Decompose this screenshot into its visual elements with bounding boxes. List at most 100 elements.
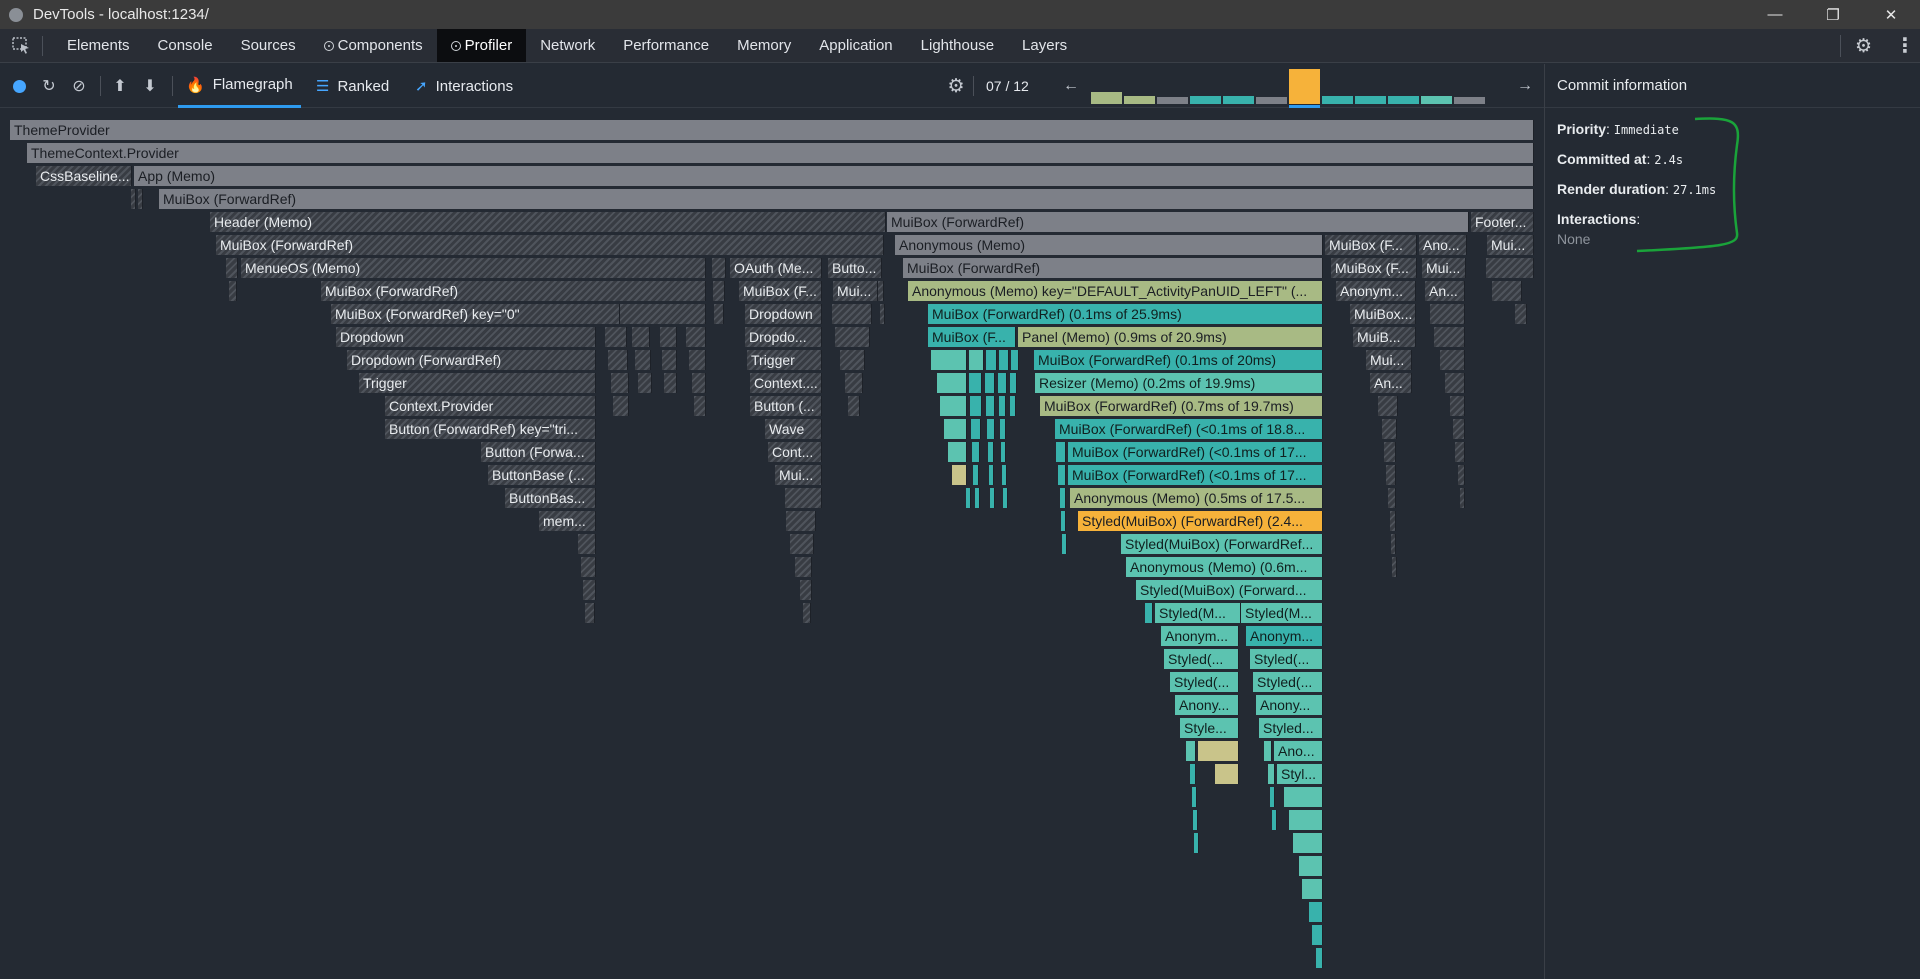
commit-bar[interactable] <box>1421 96 1452 104</box>
flame-node[interactable]: Mui... <box>1422 258 1466 278</box>
tab-components[interactable]: Components <box>310 29 437 62</box>
commit-bar[interactable] <box>1355 96 1386 104</box>
kebab-icon[interactable]: ⋮ <box>1895 35 1915 57</box>
flame-node[interactable]: MuiBox (ForwardRef) <box>321 281 706 301</box>
flame-node[interactable] <box>969 350 984 370</box>
flame-node[interactable] <box>1198 741 1239 761</box>
flame-node[interactable] <box>998 373 1007 393</box>
tab-performance[interactable]: Performance <box>623 37 710 54</box>
flame-node[interactable] <box>1284 787 1323 807</box>
flame-node[interactable]: Style... <box>1180 718 1239 738</box>
flame-node[interactable] <box>1056 442 1066 462</box>
flame-node[interactable]: MuiBox (ForwardRef) (<0.1ms of 18.8... <box>1055 419 1323 439</box>
flame-node[interactable]: ButtonBas... <box>505 488 596 508</box>
flame-node[interactable]: Mui... <box>775 465 822 485</box>
flame-node[interactable] <box>664 373 677 393</box>
flame-node[interactable]: MuiBox (F... <box>739 281 822 301</box>
flame-node[interactable] <box>1193 810 1198 830</box>
gear-icon[interactable]: ⚙ <box>1855 36 1873 57</box>
flame-node[interactable]: CssBaseline... <box>36 166 132 186</box>
flame-node[interactable] <box>1062 534 1067 554</box>
flame-node[interactable] <box>608 350 628 370</box>
flame-node[interactable]: Dropdown (ForwardRef) <box>347 350 596 370</box>
flame-node[interactable]: Context.... <box>750 373 822 393</box>
flame-node[interactable] <box>1382 419 1397 439</box>
flame-node[interactable]: Mui... <box>1487 235 1534 255</box>
flame-node[interactable] <box>971 419 981 439</box>
flame-node[interactable] <box>1316 948 1323 968</box>
flame-node[interactable] <box>835 327 870 347</box>
flame-node[interactable] <box>1289 810 1323 830</box>
flame-node[interactable] <box>686 327 706 347</box>
flame-node[interactable] <box>1445 373 1465 393</box>
flame-node[interactable]: Styled(M... <box>1155 603 1241 623</box>
flame-node[interactable] <box>1430 304 1465 324</box>
commit-bar[interactable] <box>1091 92 1122 104</box>
flame-node[interactable]: Ano... <box>1419 235 1467 255</box>
flame-node[interactable] <box>972 442 980 462</box>
flame-node[interactable]: MuiBox (ForwardRef) (0.1ms of 20ms) <box>1034 350 1323 370</box>
flame-node[interactable] <box>845 373 863 393</box>
flame-node[interactable]: MuiBox (ForwardRef) (0.7ms of 19.7ms) <box>1040 396 1323 416</box>
flame-node[interactable]: Styled(M... <box>1241 603 1323 623</box>
flame-node[interactable] <box>1386 465 1396 485</box>
next-arrow-icon[interactable]: → <box>1517 77 1533 94</box>
flame-node[interactable] <box>600 304 620 324</box>
flame-node[interactable]: Header (Memo) <box>210 212 886 232</box>
tab-ranked[interactable]: ☰ Ranked <box>316 64 389 108</box>
flame-node[interactable] <box>986 396 995 416</box>
flame-node[interactable]: Dropdo... <box>745 327 822 347</box>
flame-node[interactable] <box>1388 488 1396 508</box>
flame-node[interactable]: Button (Forwa... <box>481 442 596 462</box>
flame-node[interactable] <box>131 189 136 209</box>
reload-icon[interactable]: ↻ <box>42 78 56 95</box>
flame-node[interactable] <box>638 373 652 393</box>
save-icon[interactable]: ⬇ <box>143 78 157 95</box>
flame-node[interactable]: MuiBox (ForwardRef) <box>159 189 1534 209</box>
flame-node[interactable] <box>1011 350 1019 370</box>
flame-node[interactable] <box>632 327 650 347</box>
tab-lighthouse[interactable]: Lighthouse <box>920 37 995 54</box>
flame-node[interactable]: MuiBox (ForwardRef) (<0.1ms of 17... <box>1068 465 1323 485</box>
flame-node[interactable] <box>138 189 143 209</box>
flame-node[interactable] <box>581 557 596 577</box>
flame-node[interactable]: An... <box>1370 373 1412 393</box>
flame-node[interactable] <box>1194 833 1199 853</box>
commit-bar[interactable] <box>1124 96 1155 104</box>
flame-node[interactable]: MuiBox (ForwardRef) <box>903 258 1323 278</box>
tab-interactions[interactable]: ➚ Interactions <box>415 64 513 108</box>
flame-node[interactable] <box>1192 787 1197 807</box>
flame-node[interactable] <box>786 511 816 531</box>
flame-node[interactable]: Mui... <box>1366 350 1412 370</box>
flame-node[interactable] <box>878 281 884 301</box>
tab-sources[interactable]: Sources <box>240 37 296 54</box>
flame-node[interactable]: Dropdown <box>745 304 822 324</box>
commit-bar[interactable] <box>1454 97 1485 104</box>
flame-node[interactable]: MuiBox (F... <box>928 327 1016 347</box>
flame-node[interactable] <box>662 350 677 370</box>
flame-node[interactable] <box>948 442 967 462</box>
flame-node[interactable]: Styled(... <box>1253 672 1323 692</box>
flame-node[interactable] <box>800 580 812 600</box>
flame-node[interactable]: Styled(MuiBox) (ForwardRef... <box>1121 534 1323 554</box>
flame-node[interactable] <box>795 557 812 577</box>
flame-node[interactable] <box>1272 810 1277 830</box>
flame-node[interactable] <box>1312 925 1323 945</box>
flame-node[interactable] <box>986 350 997 370</box>
flame-node[interactable] <box>1010 396 1016 416</box>
flame-node[interactable] <box>1145 603 1153 623</box>
flame-node[interactable] <box>931 350 967 370</box>
clear-icon[interactable]: ⊘ <box>72 78 86 95</box>
record-icon[interactable] <box>10 77 28 95</box>
flame-node[interactable]: MuiBox (F... <box>1331 258 1417 278</box>
flame-node[interactable]: Anony... <box>1175 695 1239 715</box>
flame-node[interactable]: Mui... <box>833 281 878 301</box>
flame-node[interactable]: ThemeContext.Provider <box>27 143 1534 163</box>
commit-bar[interactable] <box>1388 96 1419 104</box>
restore-icon[interactable]: ❐ <box>1826 6 1840 24</box>
flame-node[interactable]: Wave <box>765 419 822 439</box>
flame-node[interactable] <box>989 465 994 485</box>
flame-node[interactable]: MuiBox (ForwardRef) (<0.1ms of 17... <box>1068 442 1323 462</box>
flame-node[interactable]: Trigger <box>359 373 596 393</box>
flame-node[interactable] <box>937 373 967 393</box>
